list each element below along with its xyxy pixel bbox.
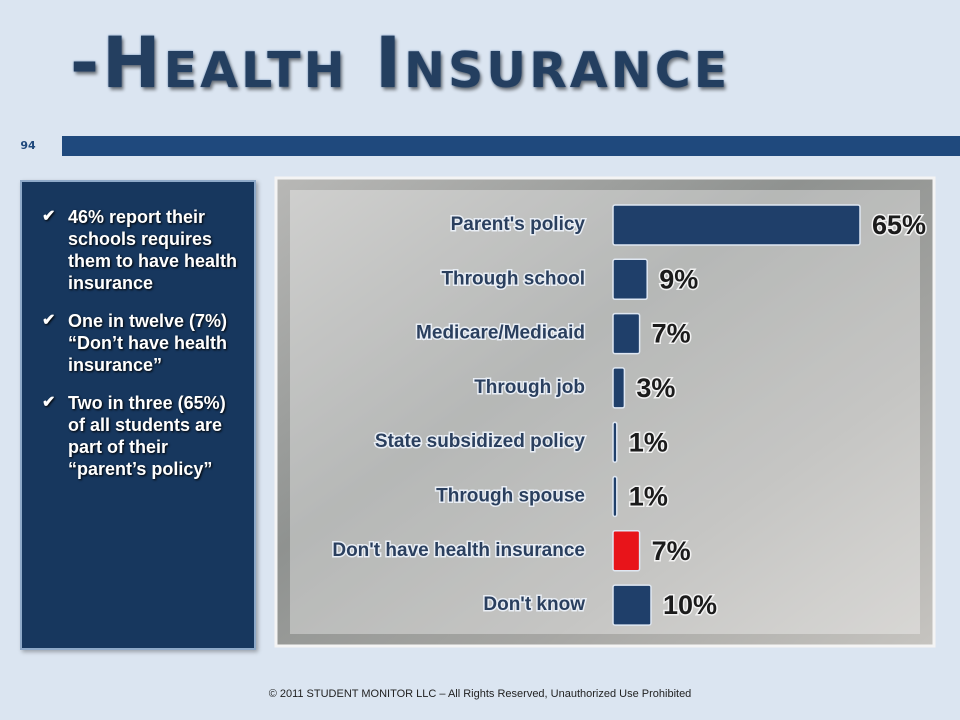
- category-label: Through school: [441, 268, 585, 289]
- value-label: 65%: [872, 210, 926, 240]
- chart-background: [274, 176, 936, 648]
- header-bar: [62, 136, 960, 156]
- value-label: 1%: [629, 427, 668, 457]
- category-label: Through job: [474, 377, 585, 398]
- bullet-list: 46% report their schools requires them t…: [22, 182, 254, 480]
- value-label: 10%: [663, 590, 717, 620]
- bar: [612, 204, 861, 246]
- category-label: State subsidized policy: [375, 431, 586, 452]
- bar: [612, 475, 618, 518]
- value-label: 9%: [659, 264, 698, 294]
- bar: [612, 584, 652, 626]
- bullet: One in twelve (7%) “Don’t have health in…: [42, 310, 240, 376]
- category-label: Don't have health insurance: [332, 540, 585, 561]
- category-label: Through spouse: [436, 486, 585, 507]
- value-label: 3%: [636, 373, 675, 403]
- bullet: Two in three (65%) of all students are p…: [42, 392, 240, 480]
- value-label: 1%: [629, 482, 668, 512]
- bar: [612, 530, 641, 572]
- bar: [612, 367, 626, 409]
- category-label: Don't know: [483, 594, 585, 615]
- category-label: Parent's policy: [451, 214, 586, 235]
- footer: © 2011 STUDENT MONITOR LLC – All Rights …: [268, 688, 692, 700]
- page-number: 94: [20, 139, 36, 152]
- bullet-panel: 46% report their schools requires them t…: [20, 180, 256, 650]
- bar: [612, 312, 641, 355]
- value-label: 7%: [652, 319, 691, 349]
- slide-title: -Health Insurance: [70, 22, 731, 104]
- value-label: 7%: [652, 536, 691, 566]
- photo-wash: [290, 190, 920, 634]
- bar: [612, 258, 648, 301]
- bar: [612, 421, 618, 463]
- category-label: Medicare/Medicaid: [416, 323, 585, 344]
- bullet: 46% report their schools requires them t…: [42, 206, 240, 294]
